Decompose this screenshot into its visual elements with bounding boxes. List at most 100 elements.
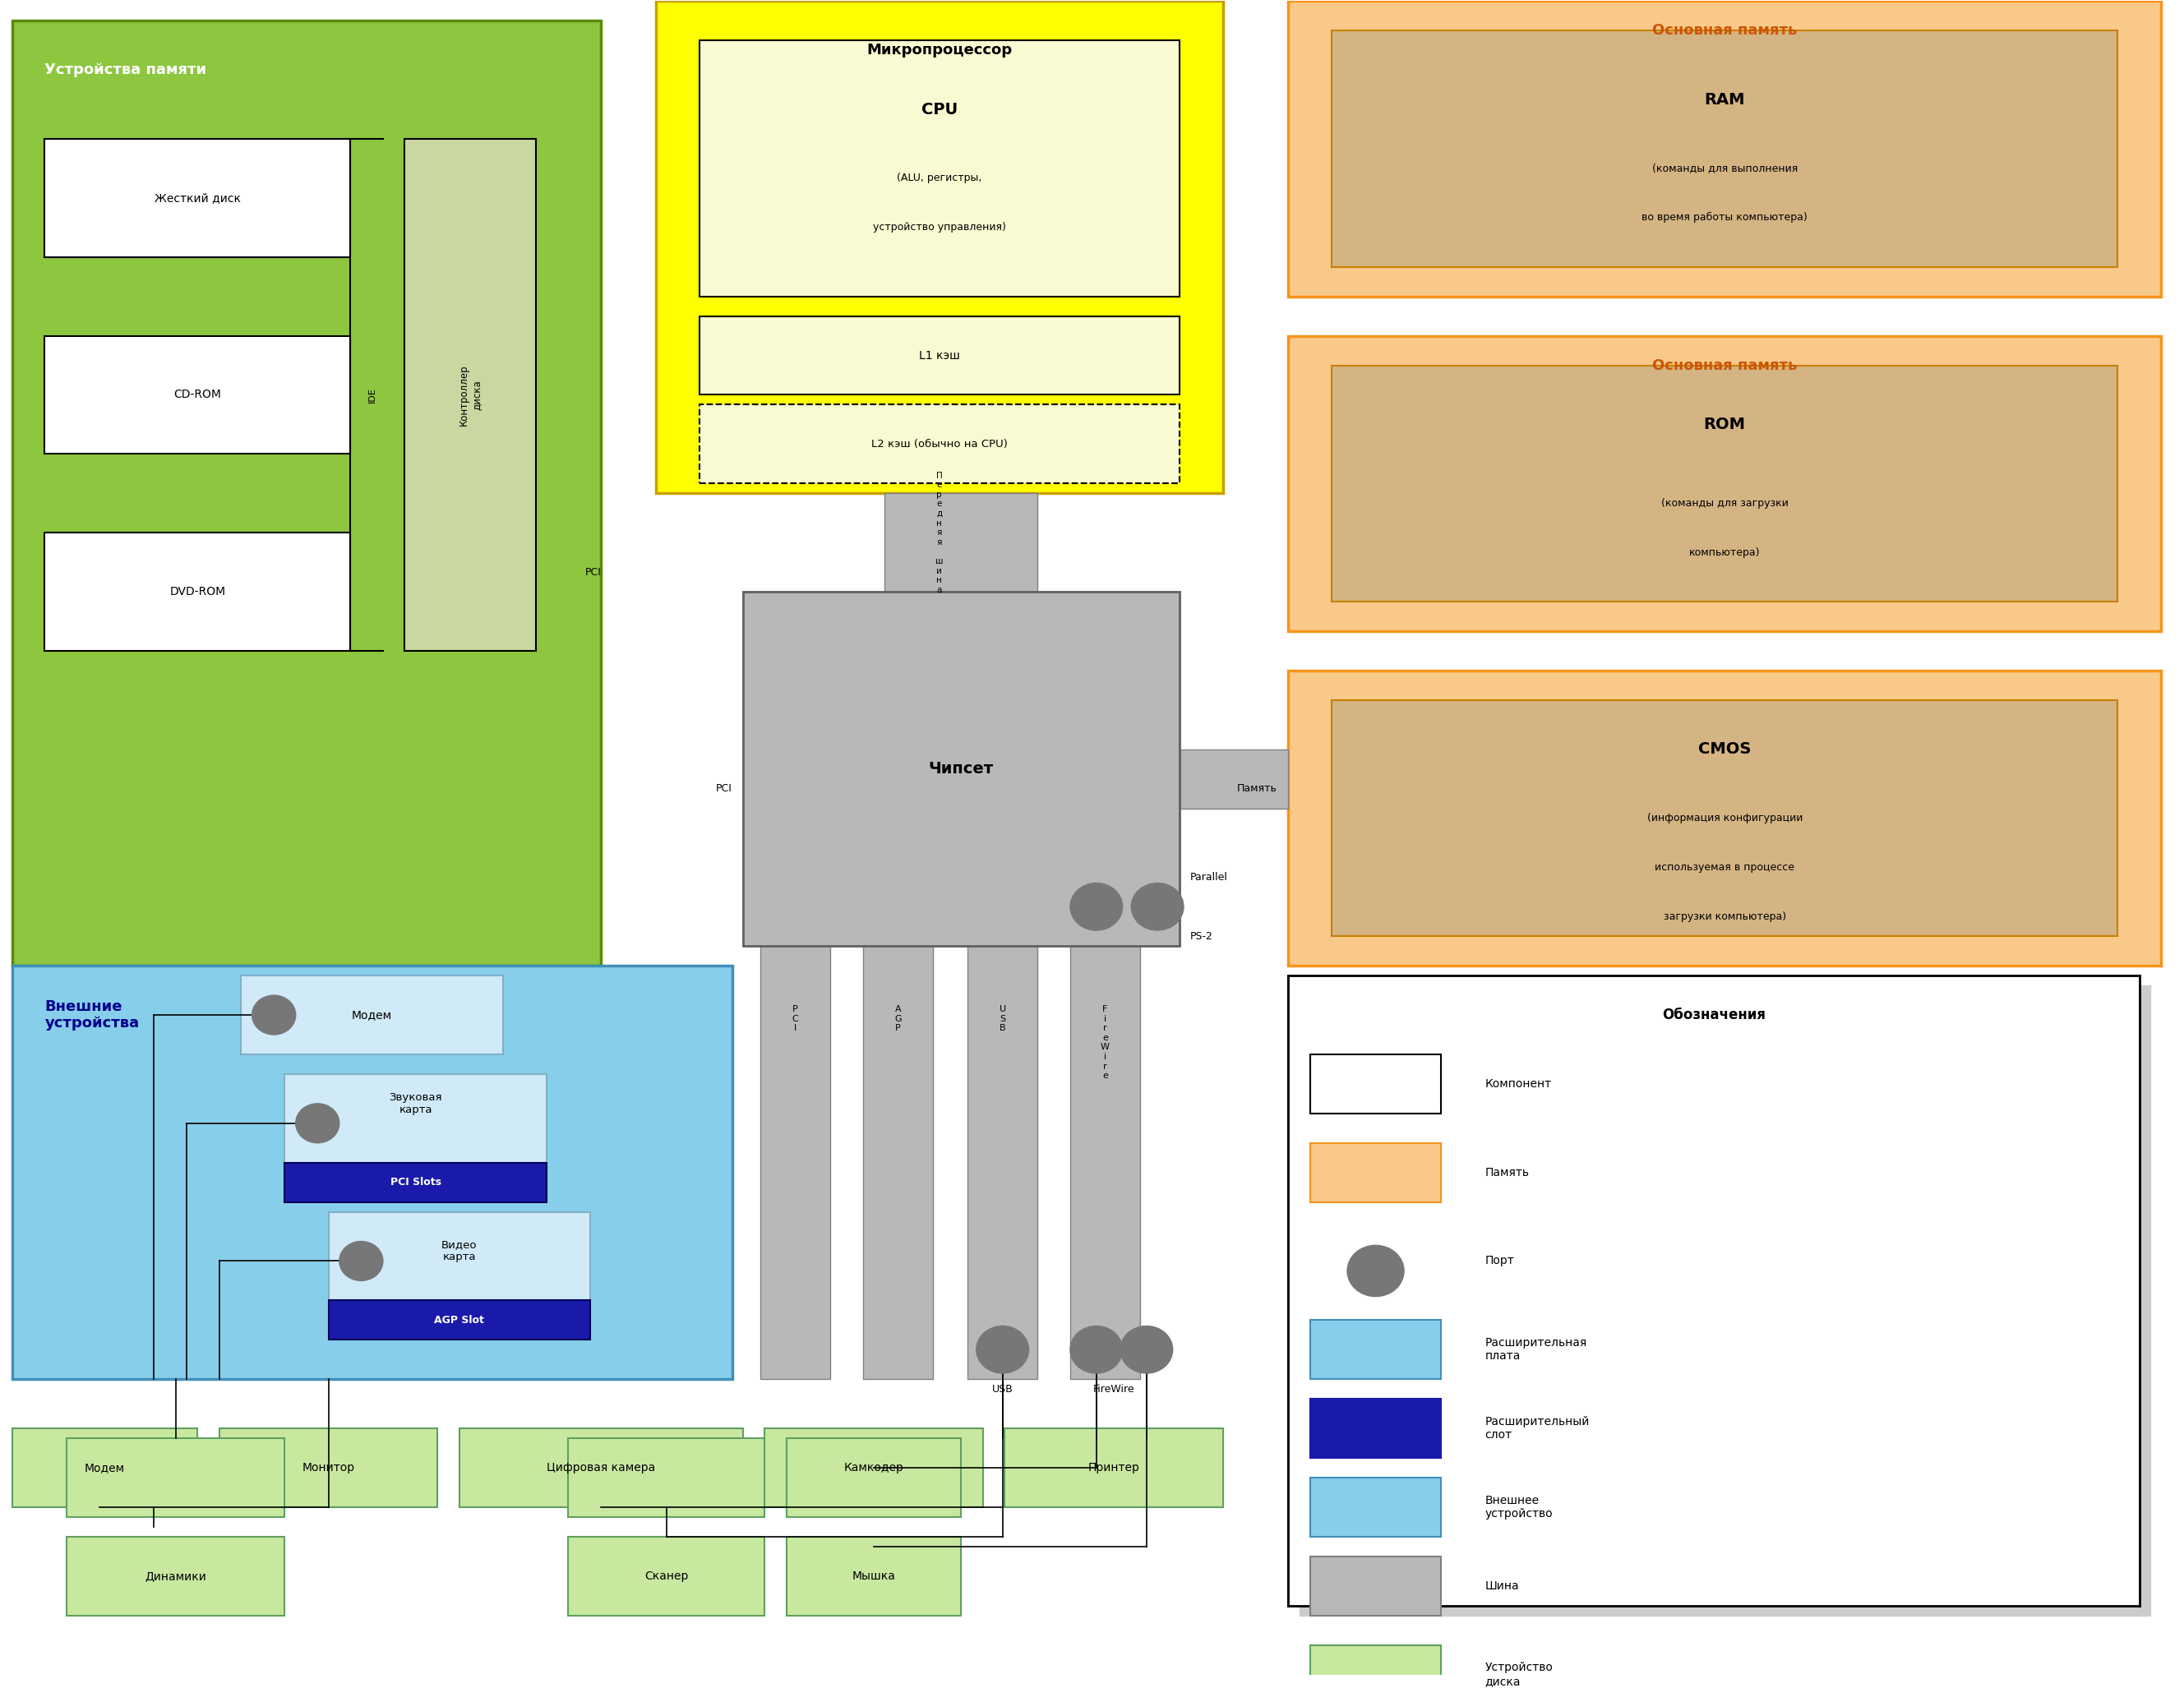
FancyBboxPatch shape	[1332, 30, 2118, 267]
FancyBboxPatch shape	[1310, 1055, 1441, 1114]
Text: используемая в процессе: используемая в процессе	[1655, 863, 1795, 873]
FancyBboxPatch shape	[1332, 365, 2118, 601]
FancyBboxPatch shape	[760, 945, 830, 1379]
Text: Микропроцессор: Микропроцессор	[867, 42, 1011, 57]
Text: Контроллер
диска: Контроллер диска	[459, 365, 483, 425]
FancyBboxPatch shape	[404, 138, 535, 652]
Text: ROM: ROM	[1704, 417, 1745, 432]
Text: CMOS: CMOS	[1699, 741, 1752, 756]
FancyBboxPatch shape	[885, 493, 1037, 592]
Circle shape	[251, 996, 295, 1035]
FancyBboxPatch shape	[46, 336, 349, 454]
FancyBboxPatch shape	[1070, 945, 1140, 1379]
Text: RAM: RAM	[1704, 91, 1745, 108]
Text: Parallel: Parallel	[1190, 871, 1227, 883]
Text: устройство управления): устройство управления)	[874, 223, 1007, 233]
Text: L2 кэш (обычно на CPU): L2 кэш (обычно на CPU)	[871, 439, 1007, 449]
Circle shape	[976, 1327, 1029, 1374]
FancyBboxPatch shape	[1289, 976, 2138, 1605]
Text: Память: Память	[1485, 1166, 1529, 1178]
Text: PCI: PCI	[585, 567, 601, 577]
Text: Устройства памяти: Устройства памяти	[46, 62, 207, 78]
Text: Модем: Модем	[85, 1462, 124, 1474]
FancyBboxPatch shape	[1289, 336, 2160, 631]
Text: CD-ROM: CD-ROM	[175, 390, 221, 400]
Circle shape	[295, 1104, 339, 1143]
FancyBboxPatch shape	[66, 1536, 284, 1615]
FancyBboxPatch shape	[13, 966, 732, 1379]
Text: Модем: Модем	[352, 1009, 393, 1021]
FancyBboxPatch shape	[699, 41, 1179, 297]
FancyBboxPatch shape	[284, 1074, 546, 1163]
Text: Звуковая
карта: Звуковая карта	[389, 1092, 441, 1116]
Text: Цифровая камера: Цифровая камера	[546, 1462, 655, 1474]
FancyBboxPatch shape	[1310, 1143, 1441, 1202]
Text: Внешние
устройства: Внешние устройства	[46, 999, 140, 1031]
FancyBboxPatch shape	[764, 1428, 983, 1507]
FancyBboxPatch shape	[459, 1428, 743, 1507]
Text: (информация конфигурации: (информация конфигурации	[1647, 812, 1802, 824]
Text: П
е
р
е
д
н
я
я
 
ш
и
н
а: П е р е д н я я ш и н а	[935, 471, 943, 594]
Text: Внешнее
устройство: Внешнее устройство	[1485, 1494, 1553, 1519]
Text: DVD-ROM: DVD-ROM	[170, 586, 225, 598]
Text: F
i
r
e
W
i
r
e: F i r e W i r e	[1101, 1004, 1109, 1080]
FancyBboxPatch shape	[568, 1438, 764, 1518]
Text: Динамики: Динамики	[144, 1570, 207, 1582]
Text: CPU: CPU	[922, 101, 957, 116]
FancyBboxPatch shape	[1005, 1428, 1223, 1507]
Text: Чипсет: Чипсет	[928, 761, 994, 776]
Text: Жесткий диск: Жесткий диск	[155, 192, 240, 204]
Text: (ALU, регистры,: (ALU, регистры,	[898, 172, 983, 184]
FancyBboxPatch shape	[218, 1428, 437, 1507]
Text: Расширительная
плата: Расширительная плата	[1485, 1337, 1588, 1362]
FancyBboxPatch shape	[1310, 1399, 1441, 1458]
FancyBboxPatch shape	[743, 592, 1179, 945]
Text: FireWire: FireWire	[1092, 1384, 1136, 1394]
FancyBboxPatch shape	[568, 1536, 764, 1615]
Circle shape	[1348, 1246, 1404, 1296]
Text: PCI: PCI	[716, 783, 732, 793]
Text: загрузки компьютера): загрузки компьютера)	[1664, 912, 1787, 922]
FancyBboxPatch shape	[968, 945, 1037, 1379]
Circle shape	[1131, 883, 1184, 930]
Text: Расширительный
слот: Расширительный слот	[1485, 1416, 1590, 1442]
Text: Основная память: Основная память	[1653, 24, 1797, 39]
Text: Камкодер: Камкодер	[843, 1462, 904, 1474]
Circle shape	[339, 1241, 382, 1281]
FancyBboxPatch shape	[1310, 1477, 1441, 1536]
FancyBboxPatch shape	[46, 138, 349, 257]
FancyBboxPatch shape	[46, 533, 349, 652]
Text: (команды для загрузки: (команды для загрузки	[1662, 498, 1789, 508]
Text: во время работы компьютера): во время работы компьютера)	[1642, 213, 1808, 223]
FancyBboxPatch shape	[1289, 2, 2160, 297]
FancyBboxPatch shape	[699, 316, 1179, 395]
Text: USB: USB	[992, 1384, 1013, 1394]
Text: Память: Память	[1238, 783, 1278, 793]
Text: U
S
B: U S B	[1000, 1004, 1007, 1033]
Text: Принтер: Принтер	[1088, 1462, 1140, 1474]
FancyBboxPatch shape	[1289, 976, 2138, 1605]
Text: Обозначения: Обозначения	[1662, 1008, 1765, 1023]
Text: Мышка: Мышка	[852, 1570, 895, 1582]
Text: L1 кэш: L1 кэш	[919, 349, 959, 361]
FancyBboxPatch shape	[284, 1163, 546, 1202]
FancyBboxPatch shape	[66, 1438, 284, 1518]
Circle shape	[1120, 1327, 1173, 1374]
Circle shape	[1070, 883, 1123, 930]
Text: IDE: IDE	[367, 387, 376, 402]
FancyBboxPatch shape	[1310, 1320, 1441, 1379]
FancyBboxPatch shape	[328, 1212, 590, 1300]
FancyBboxPatch shape	[1310, 1644, 1441, 1688]
FancyBboxPatch shape	[328, 1300, 590, 1340]
Text: Сканер: Сканер	[644, 1570, 688, 1582]
FancyBboxPatch shape	[786, 1438, 961, 1518]
Text: Устройство
диска: Устройство диска	[1485, 1663, 1553, 1686]
FancyBboxPatch shape	[1179, 749, 1289, 809]
FancyBboxPatch shape	[699, 405, 1179, 483]
Text: (команды для выполнения: (команды для выполнения	[1651, 164, 1797, 174]
Text: Порт: Порт	[1485, 1256, 1514, 1266]
Text: PCI Slots: PCI Slots	[391, 1177, 441, 1188]
FancyBboxPatch shape	[655, 2, 1223, 493]
Text: A
G
P: A G P	[893, 1004, 902, 1033]
Text: Компонент: Компонент	[1485, 1079, 1551, 1090]
